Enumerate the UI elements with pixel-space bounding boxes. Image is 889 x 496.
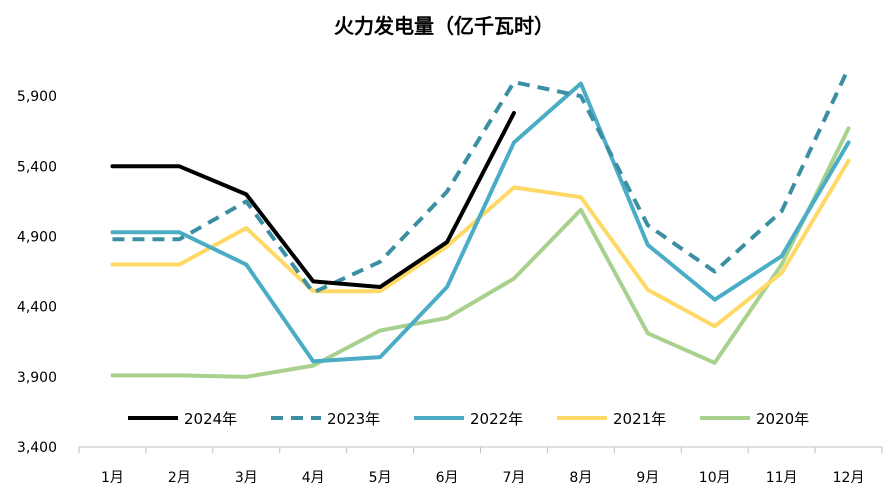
x-tick-label: 1月 <box>101 470 124 486</box>
series-line-2022年 <box>110 81 851 364</box>
x-tick-label: 4月 <box>302 470 325 486</box>
x-tick-label: 10月 <box>699 470 731 486</box>
series-line-2024年 <box>110 110 516 290</box>
legend-label: 2021年 <box>613 410 666 428</box>
legend-label: 2020年 <box>756 410 809 428</box>
x-tick-label: 3月 <box>235 470 258 486</box>
y-tick-label: 4,900 <box>17 229 57 245</box>
x-tick-label: 8月 <box>569 470 592 486</box>
x-tick-label: 7月 <box>502 470 525 486</box>
x-tick-label: 2月 <box>168 470 191 486</box>
x-tick-label: 5月 <box>369 470 392 486</box>
y-axis: 3,400 3,900 4,400 4,900 5,400 5,900 <box>17 89 57 456</box>
x-tick-label: 11月 <box>766 470 798 486</box>
y-tick-label: 5,400 <box>17 159 57 175</box>
series-line-2023年 <box>112 67 851 295</box>
x-axis: 1月 2月 3月 4月 5月 6月 7月 8月 9月 10月 11月 12月 <box>78 446 883 486</box>
legend-label: 2024年 <box>184 410 237 428</box>
legend-label: 2022年 <box>470 410 523 428</box>
chart-title: 火力发电量（亿千瓦时） <box>334 14 554 38</box>
series-layer <box>110 67 851 379</box>
y-tick-label: 5,900 <box>17 89 57 105</box>
series-line-2020年 <box>110 126 851 379</box>
y-tick-label: 3,900 <box>17 370 57 386</box>
x-tick-label: 9月 <box>636 470 659 486</box>
x-tick-label: 12月 <box>833 470 865 486</box>
legend-label: 2023年 <box>327 410 380 428</box>
x-tick-label: 6月 <box>436 470 459 486</box>
y-tick-label: 3,400 <box>17 440 57 456</box>
legend: 2024年 2023年 2022年 2021年 2020年 <box>128 410 809 428</box>
y-tick-label: 4,400 <box>17 300 57 316</box>
